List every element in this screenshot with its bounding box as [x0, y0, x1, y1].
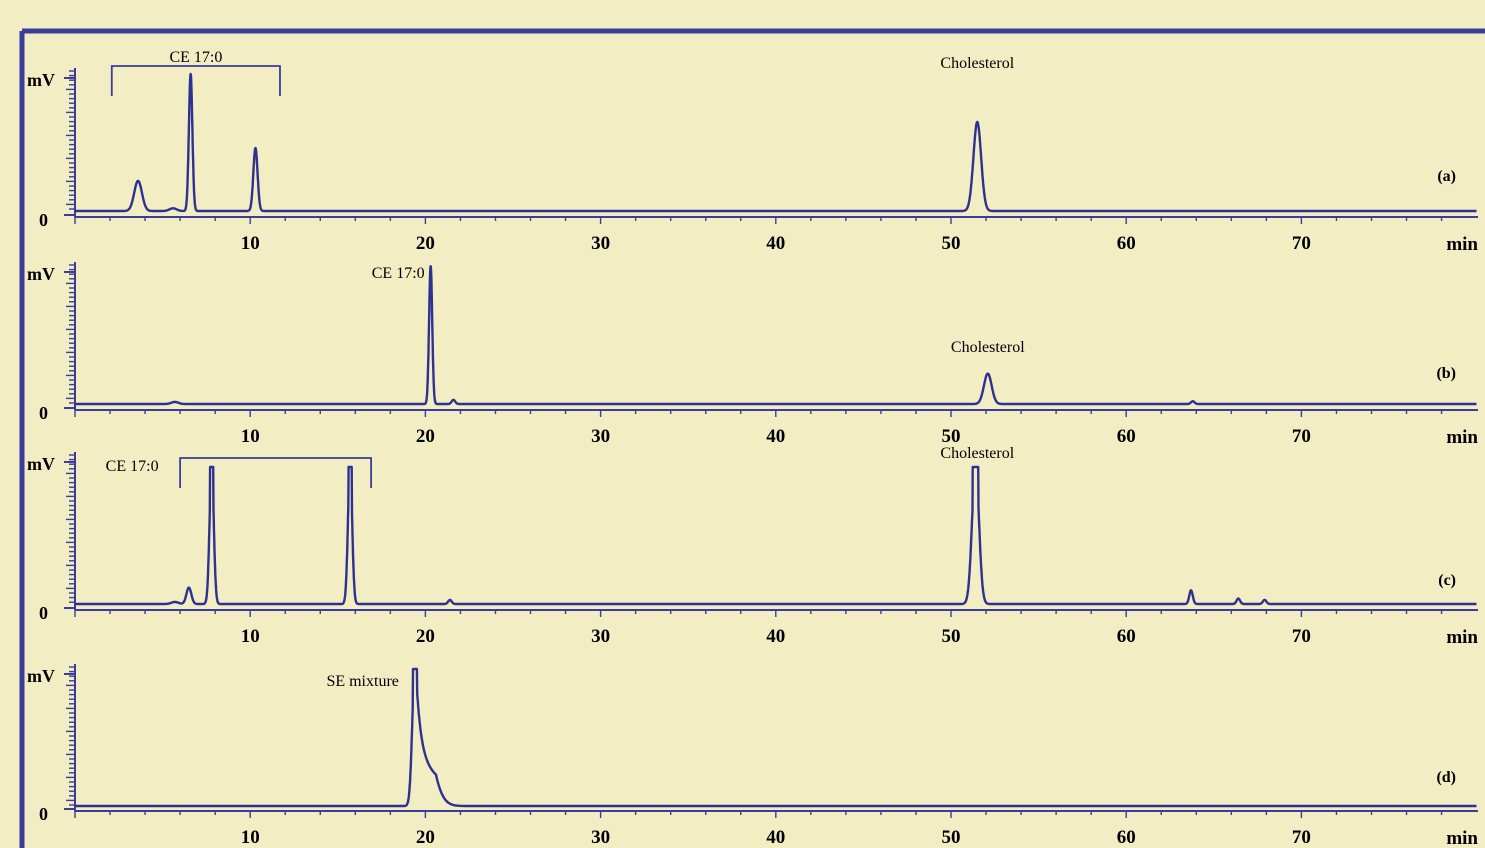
x-tick-label: 20 [416, 626, 435, 647]
chromatogram-trace [74, 465, 1478, 606]
peak-annotation: CE 17:0 [372, 265, 425, 282]
chromatogram-trace [74, 72, 1478, 213]
y-axis-unit-label: mV [27, 454, 55, 474]
x-axis-unit-label: min [1446, 234, 1478, 255]
peak-annotation: Cholesterol [940, 445, 1014, 462]
panel-label: (d) [1436, 769, 1456, 786]
x-tick-label: 10 [241, 233, 260, 254]
x-tick-label: 70 [1292, 626, 1311, 647]
peak-annotation: SE mixture [326, 673, 398, 690]
panel-label: (b) [1436, 365, 1456, 382]
peak-annotation: Cholesterol [951, 339, 1025, 356]
y-axis-unit-label: mV [27, 70, 55, 90]
x-tick-label: 30 [591, 426, 610, 447]
x-tick-label: 50 [942, 827, 961, 848]
x-tick-label: 40 [766, 827, 785, 848]
x-tick-label: 40 [766, 426, 785, 447]
x-tick-label: 70 [1292, 233, 1311, 254]
y-zero-label: 0 [39, 804, 48, 824]
x-tick-label: 20 [416, 827, 435, 848]
peak-annotation: CE 17:0 [106, 458, 159, 475]
x-axis-unit-label: min [1446, 627, 1478, 648]
y-axis-unit-label: mV [27, 666, 55, 686]
x-tick-label: 10 [241, 626, 260, 647]
x-tick-label: 60 [1117, 827, 1136, 848]
y-zero-label: 0 [39, 603, 48, 623]
x-tick-label: 40 [766, 233, 785, 254]
x-tick-label: 10 [241, 426, 260, 447]
chromatogram-trace [74, 265, 1478, 406]
peak-group-bracket [179, 457, 372, 488]
panel-label: (c) [1438, 572, 1456, 589]
x-axis-unit-label: min [1446, 828, 1478, 848]
x-tick-label: 30 [591, 827, 610, 848]
x-tick-label: 70 [1292, 426, 1311, 447]
x-tick-label: 60 [1117, 233, 1136, 254]
x-tick-label: 10 [241, 827, 260, 848]
peak-group-bracket [110, 65, 281, 96]
y-zero-label: 0 [39, 210, 48, 230]
y-axis-unit-label: mV [27, 264, 55, 284]
x-tick-label: 70 [1292, 827, 1311, 848]
panel-label: (a) [1437, 168, 1456, 185]
x-tick-label: 50 [942, 426, 961, 447]
x-tick-label: 60 [1117, 426, 1136, 447]
chromatogram-trace [74, 667, 1478, 808]
x-tick-label: 40 [766, 626, 785, 647]
x-axis-unit-label: min [1446, 427, 1478, 448]
x-tick-label: 60 [1117, 626, 1136, 647]
y-zero-label: 0 [39, 403, 48, 423]
x-tick-label: 50 [942, 626, 961, 647]
x-tick-label: 30 [591, 626, 610, 647]
x-tick-label: 20 [416, 233, 435, 254]
x-tick-label: 50 [942, 233, 961, 254]
x-tick-label: 30 [591, 233, 610, 254]
peak-annotation: CE 17:0 [169, 49, 222, 66]
x-tick-label: 20 [416, 426, 435, 447]
peak-annotation: Cholesterol [940, 55, 1014, 72]
